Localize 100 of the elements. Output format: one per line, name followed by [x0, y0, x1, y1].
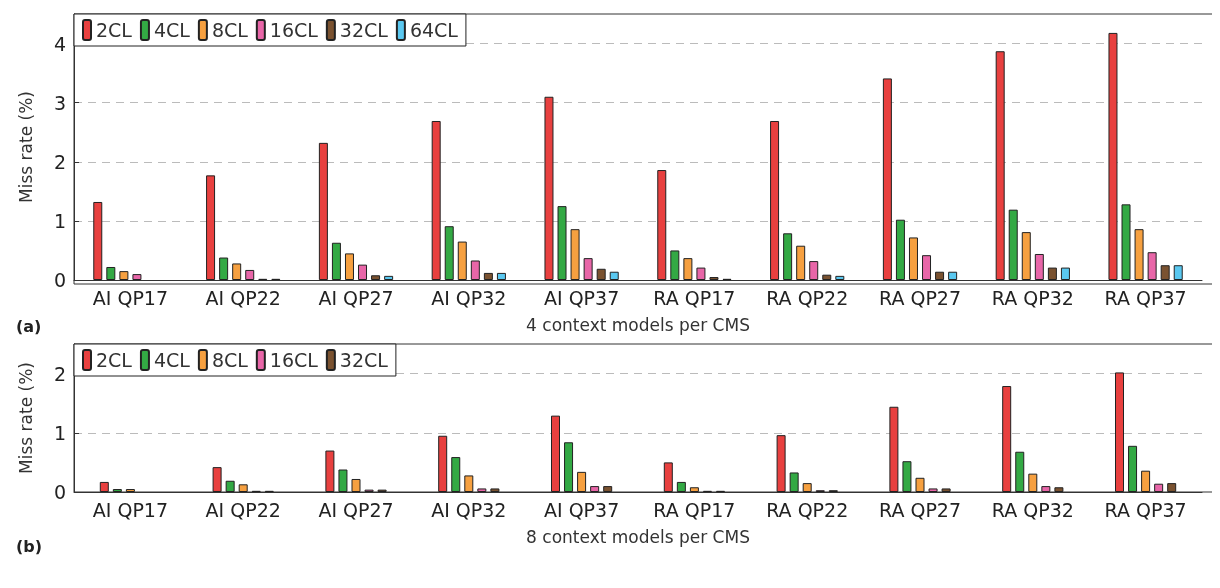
legend-label: 32CL	[339, 19, 389, 41]
legend-label: 16CL	[269, 19, 319, 41]
text: (a)	[16, 316, 42, 336]
bar	[238, 484, 248, 492]
x-tick-label: RA QP22	[766, 286, 849, 309]
x-tick-label: AI QP17	[92, 498, 169, 521]
bar	[457, 241, 467, 280]
bar	[490, 488, 500, 492]
y-tick-label: 1	[53, 421, 66, 444]
bar	[577, 471, 587, 492]
bar	[318, 142, 328, 280]
bar	[941, 488, 951, 492]
y-tick-label: 4	[53, 32, 66, 55]
bar	[1060, 267, 1070, 280]
x-tick-label: AI QP27	[318, 286, 394, 309]
bar	[809, 261, 819, 280]
bar	[596, 268, 606, 280]
bar	[1008, 209, 1018, 280]
bar	[206, 175, 216, 280]
bar	[384, 275, 394, 280]
bar	[908, 237, 918, 280]
bar	[570, 229, 580, 280]
bar	[119, 271, 129, 280]
bar	[331, 242, 341, 280]
bar	[1147, 252, 1157, 280]
bar	[789, 472, 799, 492]
bar	[948, 271, 958, 280]
bar	[371, 275, 381, 280]
bar	[551, 415, 560, 492]
bar	[935, 271, 945, 280]
bar	[1115, 372, 1124, 492]
bar	[483, 272, 493, 280]
bar	[1134, 229, 1144, 280]
bar	[915, 477, 925, 492]
bar	[882, 78, 892, 280]
legend-label: 16CL	[269, 349, 319, 371]
x-tick-label: RA QP37	[1104, 286, 1187, 309]
bar	[1047, 267, 1057, 280]
bar	[770, 120, 780, 280]
x-tick-label: RA QP22	[766, 498, 849, 521]
bar	[1041, 486, 1051, 492]
legend-label: 2CL	[96, 349, 133, 371]
bar	[802, 483, 812, 492]
bar	[470, 260, 480, 280]
bar	[822, 274, 832, 280]
y-axis-title: Miss rate (%)	[15, 362, 36, 474]
bar	[835, 275, 845, 280]
x-tick-label: RA QP27	[878, 498, 962, 521]
bar	[444, 226, 454, 280]
bar	[225, 480, 235, 492]
legend-label: 32CL	[339, 349, 389, 371]
bar	[1021, 232, 1031, 280]
bar	[1167, 483, 1177, 492]
x-tick-label: AI QP27	[318, 498, 394, 521]
y-tick-label: 1	[53, 209, 66, 232]
bar	[438, 435, 448, 492]
bar	[590, 486, 600, 492]
bar	[1128, 445, 1138, 492]
x-tick-label: RA QP17	[653, 286, 736, 309]
x-tick-label: RA QP27	[878, 286, 962, 309]
x-tick-label: AI QP17	[92, 286, 169, 309]
legend-label: 8CL	[211, 349, 249, 371]
bar	[683, 258, 693, 280]
bar	[464, 475, 474, 492]
text: (b)	[16, 536, 43, 556]
bar	[796, 245, 806, 280]
x-tick-label: AI QP22	[205, 286, 281, 309]
legend-label: 8CL	[211, 19, 249, 41]
bar	[609, 271, 619, 280]
bar	[1160, 265, 1170, 280]
bar	[212, 467, 222, 492]
x-tick-label: RA QP32	[991, 286, 1074, 309]
legend-label: 4CL	[153, 19, 191, 41]
bar	[696, 267, 706, 280]
y-tick-label: 0	[53, 269, 66, 291]
bar	[232, 263, 242, 280]
bar	[1002, 386, 1012, 492]
bar	[358, 264, 368, 280]
bar	[1034, 253, 1044, 280]
x-axis-title: 8 context models per CMS	[526, 526, 750, 547]
bar	[1028, 473, 1038, 492]
x-tick-label: AI QP32	[431, 286, 507, 309]
bar	[1141, 470, 1151, 492]
y-axis-title: Miss rate (%)	[15, 91, 36, 203]
x-axis-title: 4 context models per CMS	[526, 314, 750, 335]
bar	[344, 253, 354, 280]
bar	[928, 488, 938, 492]
y-tick-label: 2	[53, 362, 66, 385]
x-tick-label: AI QP32	[431, 498, 507, 521]
bar	[670, 250, 680, 280]
bar	[676, 481, 686, 492]
bar	[1173, 265, 1183, 280]
legend-label: 64CL	[409, 19, 459, 41]
bar	[895, 219, 905, 280]
x-tick-label: RA QP17	[653, 498, 736, 521]
bar	[557, 206, 567, 280]
bar	[99, 481, 109, 492]
bar	[431, 120, 441, 280]
y-tick-label: 0	[53, 481, 66, 503]
bar	[603, 486, 613, 492]
